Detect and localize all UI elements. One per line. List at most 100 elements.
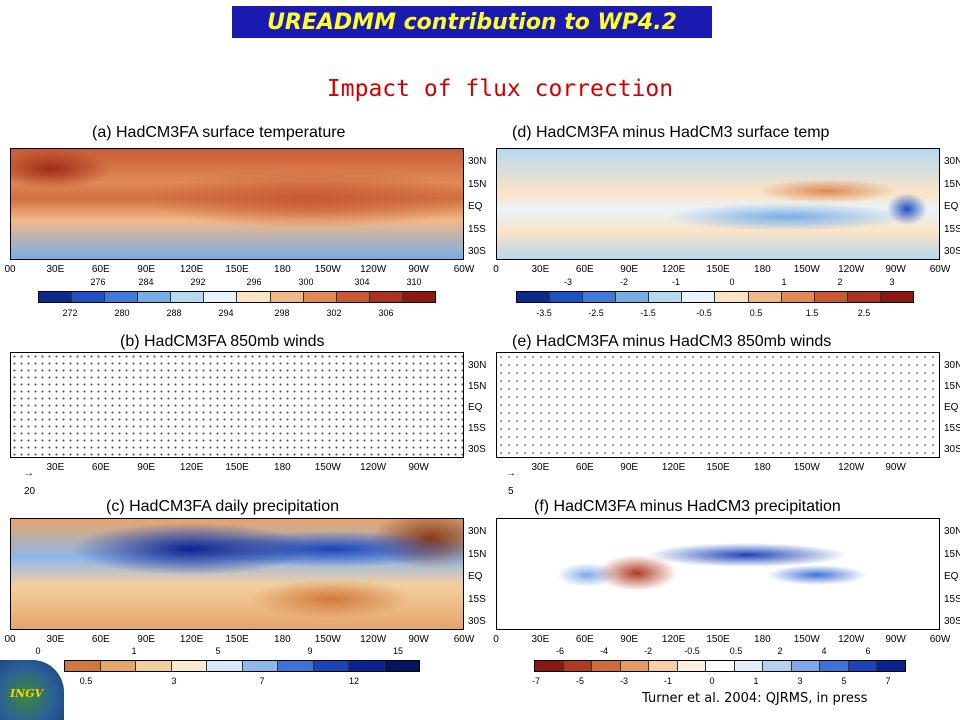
colorbar-cell (242, 661, 278, 671)
colorbar-cell (278, 661, 314, 671)
panel-f-map (496, 518, 940, 630)
lon-tick-label: 180 (274, 264, 291, 275)
lat-tick-label: 30S (944, 444, 960, 455)
lon-tick-label: 00 (4, 634, 16, 645)
lon-tick-label: 90W (885, 264, 906, 275)
lon-tick-label: 60E (91, 462, 110, 473)
colorbar-cell (848, 661, 878, 671)
lat-tick-label: EQ (944, 402, 959, 413)
panel-b-vector-scale: → (24, 468, 34, 479)
lat-tick-label: 30S (944, 246, 960, 257)
colorbar-cell (100, 661, 136, 671)
colorbar-cell (535, 661, 564, 671)
lon-tick-label: 60W (929, 264, 951, 275)
colorbar-cell (763, 661, 792, 671)
lon-tick-label: 30E (46, 462, 65, 473)
lon-tick-label: 90E (137, 462, 156, 473)
lon-tick-label: 60W (453, 264, 475, 275)
lon-tick-label: 0 (493, 634, 499, 645)
colorbar-cell (880, 292, 913, 302)
panel-c-map (10, 518, 464, 630)
lat-tick-label: 15S (944, 423, 960, 434)
colorbar-cell (583, 292, 617, 302)
lat-tick-label: EQ (468, 402, 483, 413)
lat-tick-label: EQ (944, 571, 959, 582)
colorbar-cell (791, 661, 821, 671)
lon-tick-label: 120E (179, 264, 204, 275)
colorbar-cell (715, 292, 749, 302)
lat-tick-label: 15S (944, 223, 960, 235)
lat-tick-label: EQ (944, 201, 959, 212)
lon-tick-label: 180 (754, 264, 771, 275)
lon-tick-label: 30E (46, 264, 65, 275)
lon-tick-label: 150E (225, 462, 249, 473)
panel-f-ticks-bottom: -7 -5 -3 -1 0 1 3 5 7 (531, 676, 891, 686)
panel-d-title: (d) HadCM3FA minus HadCM3 surface temp (512, 124, 830, 141)
lat-tick-label: 30N (468, 526, 487, 537)
panel-f-colorbar (534, 660, 906, 672)
panel-a-title: (a) HadCM3FA surface temperature (92, 124, 346, 141)
panel-c-title: (c) HadCM3FA daily precipitation (106, 498, 339, 515)
lon-tick-label: 90E (137, 264, 156, 275)
slide-subtitle: Impact of flux correction (326, 76, 674, 102)
colorbar-cell (303, 292, 337, 302)
lon-tick-label: 90W (408, 264, 429, 275)
lon-tick-label: 150E (706, 264, 730, 275)
lat-tick-label: EQ (468, 571, 483, 582)
colorbar-cell (649, 661, 678, 671)
lon-tick-label: 90W (408, 634, 429, 645)
panel-d-map (496, 148, 940, 260)
panel-c-ticks-top: 0 1 5 9 15 (35, 646, 404, 656)
lon-tick-label: 30E (531, 462, 550, 473)
lat-tick-label: 30S (944, 616, 960, 627)
lat-tick-label: 15N (468, 381, 487, 392)
lon-tick-label: 30E (46, 634, 65, 645)
colorbar-cell (72, 292, 106, 302)
panel-a-map (10, 148, 464, 260)
colorbar-cell (369, 292, 403, 302)
panel-a-ticks-bottom: 272 280 288 294 298 302 306 (62, 308, 394, 318)
panel-d-ticks-top: -3 -2 -1 0 1 2 3 (563, 277, 895, 287)
lon-tick-label: 120E (179, 462, 204, 473)
lon-tick-label: 150W (314, 634, 341, 645)
lon-tick-label: 180 (274, 634, 291, 645)
lon-tick-label: 90W (408, 462, 429, 473)
lon-tick-label: 180 (274, 462, 291, 473)
colorbar-cell (820, 661, 849, 671)
colorbar-cell (136, 661, 172, 671)
lat-tick-label: 15N (944, 548, 960, 560)
lon-tick-label: 90E (620, 462, 639, 473)
colorbar-cell (517, 292, 551, 302)
colorbar-cell (734, 661, 764, 671)
colorbar-cell (204, 292, 238, 302)
lon-tick-label: 120W (360, 264, 387, 275)
colorbar-cell (550, 292, 584, 302)
panel-f-title: (f) HadCM3FA minus HadCM3 precipitation (534, 498, 841, 515)
lon-tick-label: 150W (793, 462, 820, 473)
lon-tick-label: 60E (575, 264, 594, 275)
lon-tick-label: 180 (754, 462, 771, 473)
lon-tick-label: 60E (91, 264, 110, 275)
panel-c-colorbar (64, 660, 420, 672)
lon-tick-label: 150E (706, 634, 730, 645)
colorbar-cell (616, 292, 650, 302)
lon-tick-label: 60W (453, 634, 475, 645)
colorbar-cell (105, 292, 139, 302)
colorbar-cell (877, 661, 905, 671)
lon-tick-label: 120W (838, 634, 865, 645)
lon-tick-label: 150W (793, 634, 820, 645)
lon-tick-label: 90W (885, 462, 906, 473)
colorbar-cell (677, 661, 707, 671)
lon-tick-label: 90W (885, 634, 906, 645)
lat-tick-label: 30N (468, 156, 487, 167)
lat-tick-label: 30N (468, 360, 487, 371)
panel-d-ticks-bottom: -3.5 -2.5 -1.5 -0.5 0.5 1.5 2.5 (536, 308, 871, 318)
colorbar-cell (171, 661, 207, 671)
lon-tick-label: 90E (137, 634, 156, 645)
lon-tick-label: 120E (661, 634, 686, 645)
lat-tick-label: EQ (468, 201, 483, 212)
colorbar-cell (847, 292, 881, 302)
colorbar-cell (138, 292, 172, 302)
title-banner: UREADMM contribution to WP4.2 (232, 6, 712, 38)
panel-e-title: (e) HadCM3FA minus HadCM3 850mb winds (512, 333, 832, 350)
